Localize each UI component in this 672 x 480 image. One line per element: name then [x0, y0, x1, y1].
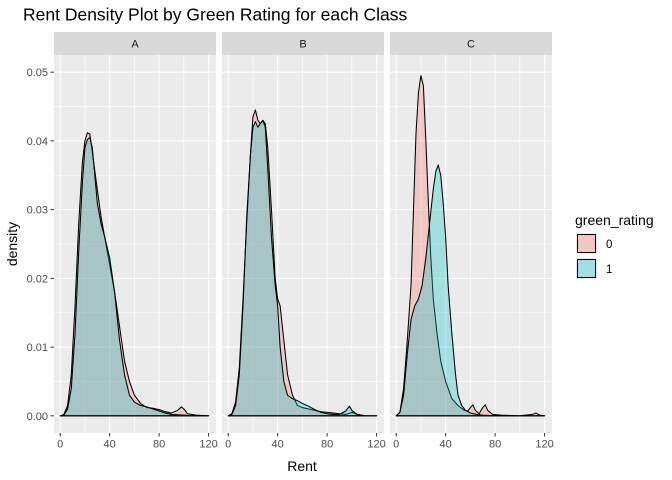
x-tick-label: 80: [153, 439, 165, 451]
facet-strip-label: B: [299, 39, 306, 51]
facet-strip: [390, 32, 552, 55]
y-tick-label: 0.05: [27, 67, 48, 79]
x-tick-label: 120: [367, 439, 385, 451]
x-tick-label: 40: [440, 439, 452, 451]
y-axis-title: density: [4, 222, 20, 266]
density-area-A-green-1: [59, 136, 210, 417]
x-tick-label: 40: [104, 439, 116, 451]
density-area-C-green-1: [395, 164, 546, 417]
facet-strip-label: C: [467, 39, 475, 51]
x-tick-label: 0: [225, 439, 231, 451]
x-tick-label: 80: [489, 439, 501, 451]
legend-key-swatch-0: [577, 234, 596, 253]
x-axis-title: Rent: [287, 458, 317, 474]
y-tick-label: 0.02: [27, 273, 48, 285]
y-tick-label: 0.00: [27, 411, 48, 423]
y-axis: 0.00 0.01 0.02 0.03 0.04 0.05: [27, 67, 54, 423]
x-tick-label: 80: [321, 439, 333, 451]
facet-strip: [222, 32, 384, 55]
legend-key-swatch-1: [577, 259, 596, 278]
facet-panel-A: A 0 40 80 120: [54, 32, 218, 451]
legend: green_rating 0 1: [575, 212, 654, 279]
legend-key-background: [576, 233, 597, 254]
facet-panels: A 0 40 80 120 B 0 40 80 120 C 0 40 80 120: [54, 32, 554, 451]
facet-panel-B: B 0 40 80 120: [222, 32, 386, 451]
y-tick-label: 0.03: [27, 205, 48, 217]
legend-key-background: [576, 258, 597, 279]
x-tick-label: 120: [535, 439, 553, 451]
legend-title: green_rating: [575, 212, 654, 228]
density-area-C-green-0: [395, 75, 546, 417]
legend-label-0: 0: [606, 239, 612, 251]
x-tick-label: 0: [57, 439, 63, 451]
y-tick-label: 0.04: [27, 136, 48, 148]
facet-strip-label: A: [131, 39, 139, 51]
facet-panel-C: C 0 40 80 120: [390, 32, 554, 451]
facet-strip: [54, 32, 216, 55]
legend-label-1: 1: [606, 264, 612, 276]
x-tick-label: 120: [199, 439, 217, 451]
chart-title: Rent Density Plot by Green Rating for ea…: [23, 5, 407, 25]
y-tick-label: 0.01: [27, 342, 48, 354]
x-tick-label: 0: [393, 439, 399, 451]
density-area-B-green-1: [227, 119, 378, 417]
x-tick-label: 40: [272, 439, 284, 451]
